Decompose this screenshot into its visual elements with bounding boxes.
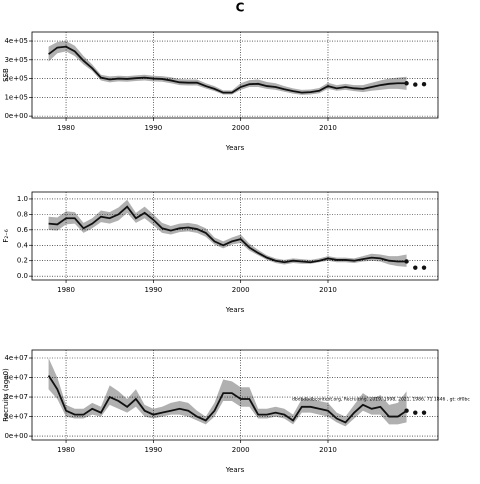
y-tick-label: 0e+00 xyxy=(4,112,28,120)
y-tick-label: 4e+07 xyxy=(4,354,28,362)
y-tick-label: 1e+05 xyxy=(4,93,28,101)
y-tick-label: 3e+05 xyxy=(4,56,28,64)
y-axis-label: Recruits (age0) xyxy=(2,368,10,422)
x-tick-label: 2010 xyxy=(319,446,337,454)
forecast-point xyxy=(413,82,418,87)
confidence-band xyxy=(48,41,407,95)
confidence-band xyxy=(48,358,407,427)
x-tick-label: 1980 xyxy=(57,286,75,294)
forecast-point xyxy=(404,259,409,264)
x-tick-label: 1990 xyxy=(144,124,162,132)
x-tick-label: 2000 xyxy=(232,446,250,454)
plot-frame xyxy=(31,349,439,441)
y-tick-label: 1e+07 xyxy=(4,413,28,421)
y-tick-label: 0.8 xyxy=(17,210,28,218)
forecast-point xyxy=(404,81,409,86)
x-tick-label: 2010 xyxy=(319,124,337,132)
forecast-point xyxy=(413,410,418,415)
x-axis-label: Years xyxy=(225,466,245,474)
y-axis-label: SSB xyxy=(2,68,10,82)
y-tick-label: 0.2 xyxy=(17,257,28,265)
plot-frame xyxy=(31,31,439,119)
x-tick-label: 1990 xyxy=(144,286,162,294)
forecast-point xyxy=(413,265,418,270)
y-tick-label: 0e+00 xyxy=(4,432,28,440)
forecast-point xyxy=(404,408,409,413)
y-tick-label: 0.0 xyxy=(17,272,28,280)
forecast-point xyxy=(421,410,427,415)
y-tick-label: 1.0 xyxy=(17,195,28,203)
x-tick-label: 2000 xyxy=(232,286,250,294)
x-tick-label: 2010 xyxy=(319,286,337,294)
data-line xyxy=(48,45,407,94)
y-tick-label: 3e+07 xyxy=(4,374,28,382)
forecast-point xyxy=(421,265,427,270)
x-tick-label: 1980 xyxy=(57,124,75,132)
confidence-band xyxy=(48,199,407,267)
y-tick-label: 2e+05 xyxy=(4,75,28,83)
y-tick-label: 4e+05 xyxy=(4,37,28,45)
annotation: dbdbdbdbcontent.org, Recruiting. 2019, 1… xyxy=(292,397,470,403)
x-tick-label: 2000 xyxy=(232,124,250,132)
x-tick-label: 1980 xyxy=(57,446,75,454)
y-tick-label: 0.4 xyxy=(17,241,29,249)
forecast-point xyxy=(421,82,427,87)
chart-title: C xyxy=(236,1,245,15)
x-axis-label: Years xyxy=(225,144,245,152)
x-tick-label: 1990 xyxy=(144,446,162,454)
x-axis-label: Years xyxy=(225,306,245,314)
y-tick-label: 0.6 xyxy=(17,226,29,234)
y-axis-label: F₂₋₆ xyxy=(2,229,10,243)
plot-frame xyxy=(31,191,439,281)
y-tick-label: 2e+07 xyxy=(4,393,28,401)
data-line xyxy=(48,205,407,264)
data-line xyxy=(47,375,408,424)
